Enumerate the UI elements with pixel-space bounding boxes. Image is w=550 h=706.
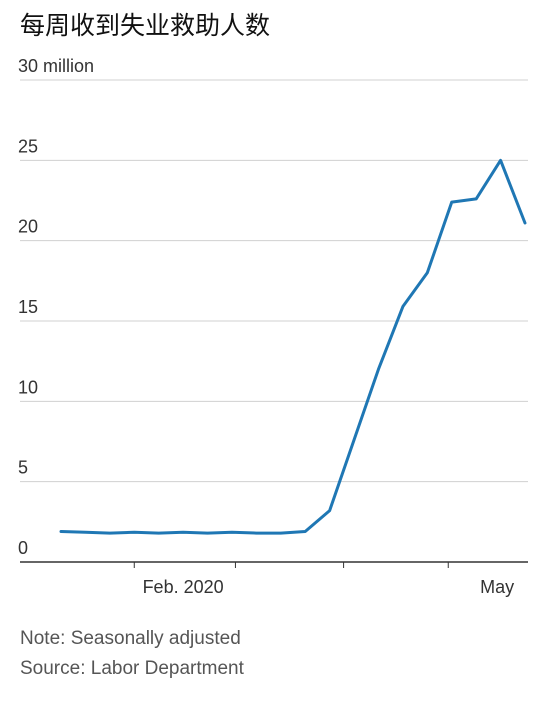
series-line: [59, 158, 527, 535]
x-tick-label: Feb. 2020: [143, 577, 224, 597]
x-tick-label: May: [480, 577, 514, 597]
y-tick-label: 0: [18, 538, 28, 558]
y-tick-label: 5: [18, 458, 28, 478]
y-tick-label: 20: [18, 217, 38, 237]
chart-title: 每周收到失业救助人数: [20, 11, 271, 40]
note-text: Note: Seasonally adjusted: [20, 628, 241, 649]
y-tick-label: 10: [18, 377, 38, 397]
y-tick-label: 15: [18, 297, 38, 317]
source-text: Source: Labor Department: [20, 658, 244, 679]
y-tick-label: 30 million: [18, 56, 94, 76]
y-tick-label: 25: [18, 136, 38, 156]
